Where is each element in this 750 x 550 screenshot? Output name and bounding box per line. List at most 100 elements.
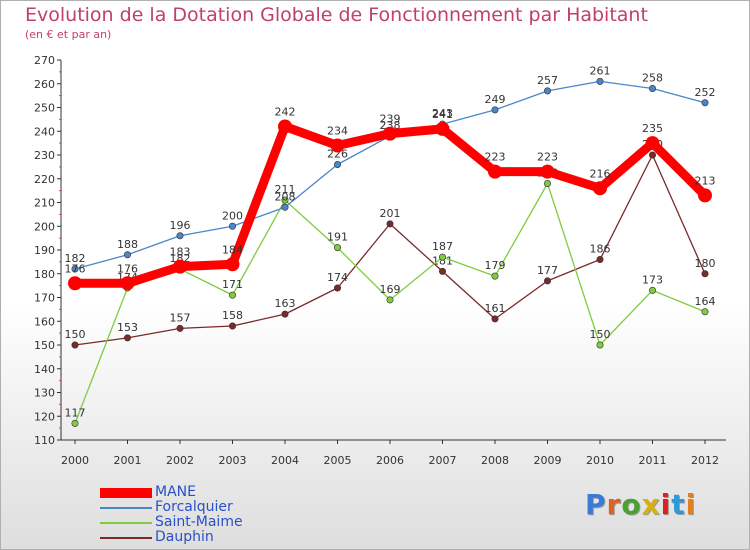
x-tick-label: 2000 <box>61 454 89 467</box>
data-label: 188 <box>117 238 138 251</box>
data-point <box>543 87 551 95</box>
x-tick-label: 2010 <box>586 454 614 467</box>
x-tick-label: 2007 <box>429 454 457 467</box>
data-point <box>176 324 184 332</box>
data-label: 249 <box>485 93 506 106</box>
x-tick-label: 2001 <box>114 454 142 467</box>
x-tick-label: 2008 <box>481 454 509 467</box>
data-point <box>330 138 345 153</box>
data-label: 182 <box>65 252 86 265</box>
data-label: 179 <box>485 259 506 272</box>
data-label: 117 <box>65 406 86 419</box>
logo-letter: P <box>585 488 607 521</box>
data-point <box>229 291 237 299</box>
data-label: 261 <box>590 64 611 77</box>
data-label: 182 <box>170 252 191 265</box>
data-point <box>438 253 446 261</box>
data-label: 171 <box>222 278 243 291</box>
data-point <box>229 322 237 330</box>
x-tick-label: 2006 <box>376 454 404 467</box>
x-tick-label: 2012 <box>691 454 719 467</box>
data-point <box>648 85 656 93</box>
data-point <box>698 188 712 203</box>
data-point <box>701 308 709 316</box>
data-label: 252 <box>695 86 716 99</box>
logo-letter: i <box>660 488 672 521</box>
data-point <box>540 164 555 179</box>
data-label: 223 <box>485 151 506 164</box>
data-label: 213 <box>695 174 716 187</box>
data-point <box>281 203 289 211</box>
y-tick-label: 250 <box>34 102 55 115</box>
data-label: 157 <box>170 311 191 324</box>
data-label: 181 <box>432 254 453 267</box>
data-point <box>229 222 237 230</box>
data-point <box>596 341 604 349</box>
data-label: 242 <box>275 106 296 119</box>
data-label: 201 <box>380 207 401 220</box>
x-tick-label: 2004 <box>271 454 299 467</box>
data-label: 184 <box>222 243 243 256</box>
legend-label-mane: MANE <box>155 484 196 500</box>
data-label: 174 <box>327 271 348 284</box>
data-label: 208 <box>275 190 296 203</box>
logo-letter: x <box>641 488 661 521</box>
data-point <box>648 151 656 159</box>
data-point <box>71 265 79 273</box>
data-point <box>593 181 607 196</box>
y-tick-label: 240 <box>34 125 55 138</box>
data-point <box>543 277 551 285</box>
x-tick-label: 2009 <box>534 454 562 467</box>
legend-swatch-dauphin <box>100 537 152 539</box>
data-label: 180 <box>695 257 716 270</box>
x-tick-label: 2011 <box>639 454 667 467</box>
y-tick-label: 170 <box>34 292 55 305</box>
data-label: 150 <box>65 328 86 341</box>
data-point <box>176 232 184 240</box>
series-saint-maime: 117174182171211191169187179218150173164 <box>65 167 716 427</box>
data-label: 243 <box>432 107 453 120</box>
data-point <box>701 99 709 107</box>
y-tick-label: 190 <box>34 244 55 257</box>
y-tick-label: 220 <box>34 173 55 186</box>
data-label: 258 <box>642 72 663 85</box>
data-label: 191 <box>327 231 348 244</box>
data-label: 239 <box>380 113 401 126</box>
y-tick-label: 140 <box>34 363 55 376</box>
data-label: 150 <box>590 328 611 341</box>
y-tick-label: 260 <box>34 78 55 91</box>
data-point <box>120 276 135 291</box>
data-point <box>333 244 341 252</box>
data-label: 241 <box>432 108 453 121</box>
logo-letter: i <box>685 488 697 521</box>
y-tick-label: 110 <box>34 434 55 447</box>
data-label: 161 <box>485 302 506 315</box>
series-dauphin: 150153157158163174201181161177186230180 <box>65 138 716 349</box>
data-point <box>435 121 450 136</box>
y-tick-label: 180 <box>34 268 55 281</box>
series-mane: 176 176 183 184 242 234 239 241 223 223 216 235 213 <box>65 106 716 291</box>
data-label: 211 <box>275 183 296 196</box>
chart-subtitle: (en € et par an) <box>25 28 112 41</box>
data-label: 173 <box>642 273 663 286</box>
data-label: 187 <box>432 240 453 253</box>
data-point <box>281 196 289 204</box>
legend-swatch-mane <box>100 488 152 498</box>
data-label: 153 <box>117 321 138 334</box>
data-label: 196 <box>170 219 191 232</box>
legend-swatch-forcalquier <box>100 507 152 509</box>
legend-label-forcalquier: Forcalquier <box>155 499 233 515</box>
data-label: 216 <box>590 167 611 180</box>
data-point <box>488 164 502 179</box>
y-tick-label: 160 <box>34 315 55 328</box>
data-point <box>701 270 709 278</box>
data-label: 176 <box>65 262 86 275</box>
data-label: 257 <box>537 74 558 87</box>
data-point <box>333 284 341 292</box>
data-point <box>438 267 446 275</box>
data-point <box>645 136 660 151</box>
data-label: 183 <box>170 246 191 259</box>
data-label: 177 <box>537 264 558 277</box>
y-tick-label: 130 <box>34 387 55 400</box>
logo-letter: t <box>671 488 686 521</box>
